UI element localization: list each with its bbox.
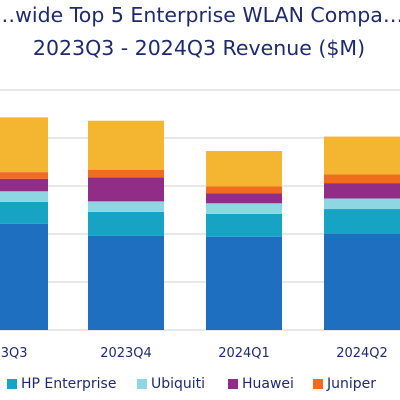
bar-2024Q2-others <box>324 136 400 175</box>
bar-2024Q2-ubiquiti <box>324 198 400 210</box>
legend-swatch-ubiquiti <box>137 379 147 389</box>
bar-2023Q3-juniper <box>0 172 48 179</box>
bar-2023Q4-juniper <box>88 169 164 178</box>
bar-2023Q3-hp-enterprise <box>0 201 48 224</box>
bar-2023Q3-others <box>0 117 48 173</box>
legend-label-juniper: Juniper <box>326 376 376 392</box>
bar-2024Q1-cisco <box>206 236 282 330</box>
bar-2024Q2-huawei <box>324 183 400 199</box>
legend-swatch-juniper <box>313 379 323 389</box>
legend-label-ubiquiti: Ubiquiti <box>151 376 205 392</box>
bar-2024Q2-cisco <box>324 234 400 330</box>
x-axis-tick-labels: 23Q3 2023Q4 2024Q1 2024Q2 <box>0 346 388 361</box>
bar-2023Q4-ubiquiti <box>88 201 164 212</box>
x-tick-label-2024Q2: 2024Q2 <box>336 346 388 361</box>
x-tick-label-2024Q1: 2024Q1 <box>218 346 270 361</box>
legend: HP Enterprise Ubiquiti Huawei Juniper <box>7 376 376 392</box>
legend-swatch-huawei <box>228 379 238 389</box>
chart-title-line-2: 2023Q3 - 2024Q3 Revenue ($M) <box>33 36 365 60</box>
chart-title-line-1: …wide Top 5 Enterprise WLAN Compa… <box>0 3 400 27</box>
bar-2023Q4-hp-enterprise <box>88 211 164 236</box>
bar-2023Q4-others <box>88 120 164 170</box>
bar-2023Q3-cisco <box>0 223 48 330</box>
bar-2023Q3-huawei <box>0 178 48 192</box>
legend-label-huawei: Huawei <box>242 376 294 392</box>
x-tick-label-2023Q3: 23Q3 <box>0 346 28 361</box>
bar-2024Q1-huawei <box>206 193 282 204</box>
x-tick-label-2023Q4: 2023Q4 <box>100 346 152 361</box>
bars <box>0 117 400 330</box>
bar-2024Q1-hp-enterprise <box>206 213 282 237</box>
bar-2024Q1-others <box>206 150 282 187</box>
bar-2024Q2-hp-enterprise <box>324 209 400 234</box>
legend-swatch-hp-enterprise <box>7 379 17 389</box>
bar-2024Q2-juniper <box>324 174 400 184</box>
bar-2024Q1-juniper <box>206 186 282 194</box>
bar-2023Q4-huawei <box>88 177 164 202</box>
bar-2024Q1-ubiquiti <box>206 203 282 214</box>
legend-label-hp-enterprise: HP Enterprise <box>21 376 116 392</box>
bar-2023Q4-cisco <box>88 235 164 330</box>
bar-2023Q3-ubiquiti <box>0 191 48 202</box>
